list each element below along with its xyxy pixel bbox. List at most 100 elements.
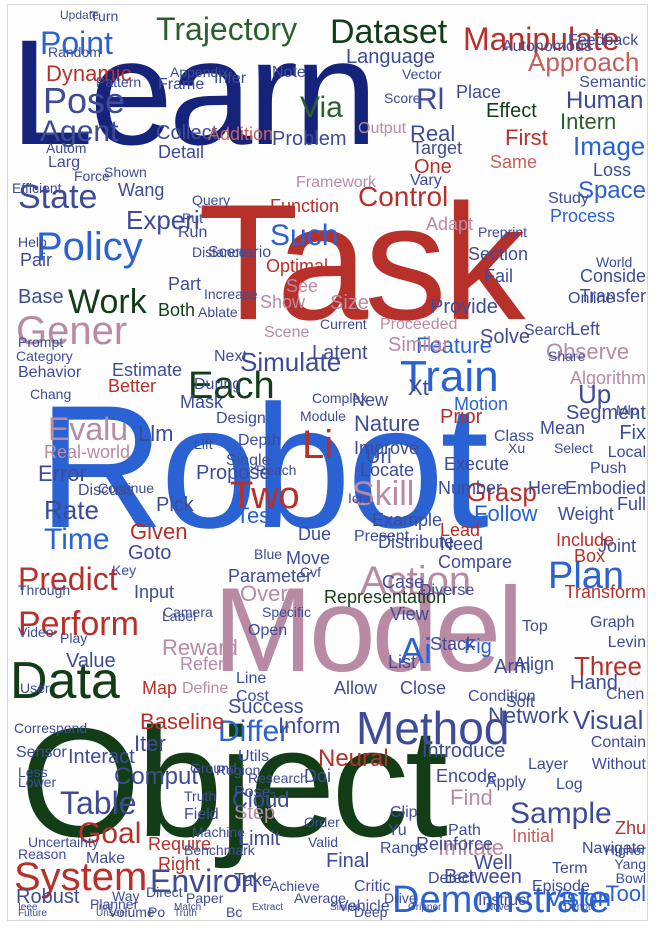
cloud-word: Vary <box>410 172 442 189</box>
cloud-word: Xt <box>408 375 429 400</box>
cloud-word: Reach <box>256 462 297 478</box>
cloud-word: Initial <box>512 826 555 846</box>
cloud-word: Two <box>230 475 300 517</box>
cloud-word: Effect <box>486 100 537 122</box>
cloud-word: Plan <box>548 555 625 597</box>
cloud-word: Simple <box>330 902 361 913</box>
cloud-word: Put <box>182 210 204 226</box>
cloud-word: Graph <box>590 614 635 631</box>
cloud-word: Design <box>216 410 266 427</box>
cloud-word: Close <box>400 678 447 698</box>
cloud-word: Language <box>346 46 435 68</box>
cloud-word: Score <box>384 90 421 106</box>
cloud-word: Local <box>607 444 646 461</box>
cloud-word: Locate <box>360 460 415 480</box>
cloud-word: Policy <box>36 225 143 269</box>
cloud-word: Field <box>184 806 219 823</box>
cloud-word: Take <box>234 870 273 890</box>
cloud-word: Without <box>591 756 646 773</box>
cloud-word: Size <box>330 292 369 314</box>
cloud-word: Arm <box>494 656 531 678</box>
cloud-word: Loss <box>593 160 632 180</box>
cloud-word: Scenario <box>208 244 272 261</box>
cloud-word: Apply <box>486 774 527 791</box>
cloud-word: Search <box>524 322 575 339</box>
cloud-word: Optimal <box>266 256 329 276</box>
cloud-word: Drive <box>384 890 417 906</box>
cloud-word: Force <box>74 168 110 184</box>
cloud-word: Refer <box>180 654 225 674</box>
cloud-word: Base <box>18 286 64 308</box>
cloud-word: Make <box>86 850 126 867</box>
cloud-word: Direct <box>146 884 183 900</box>
cloud-word: Xu <box>508 440 526 456</box>
cloud-word: Category <box>16 348 73 364</box>
cloud-word: Push <box>590 460 627 477</box>
cloud-word: Autom <box>46 140 87 156</box>
cloud-word: Zhu <box>614 818 646 838</box>
cloud-word: Class <box>494 428 535 445</box>
cloud-word: See <box>286 276 319 296</box>
cloud-word: Ai <box>400 630 433 671</box>
cloud-word: Visual <box>573 705 644 735</box>
cloud-word: Learn <box>10 8 378 176</box>
cloud-word: Cvf <box>300 564 321 580</box>
cloud-word: Provide <box>430 296 498 318</box>
cloud-word: Play <box>60 630 88 646</box>
cloud-word: Reward <box>162 635 238 660</box>
cloud-word: State <box>18 178 98 216</box>
cloud-word: Segment <box>565 402 646 424</box>
cloud-word: Correspond <box>14 720 88 736</box>
cloud-word: Behavior <box>18 364 82 381</box>
cloud-word: Truth <box>184 788 217 804</box>
cloud-word: Unseen <box>96 908 131 919</box>
cloud-word: Fig <box>464 636 492 658</box>
cloud-word: Ablate <box>198 304 238 320</box>
cloud-word: Detect <box>428 870 475 887</box>
cloud-word: Vision <box>546 885 611 912</box>
word-cloud-words: Learn Task Robot Model Object Trajectory Datas… <box>8 5 647 920</box>
cloud-word: Run <box>178 224 208 241</box>
cloud-word: Here <box>528 478 568 498</box>
cloud-word: Value <box>66 650 116 672</box>
cloud-word: Pose <box>43 80 126 121</box>
cloud-word: Number <box>438 478 503 498</box>
cloud-word: Top <box>522 618 548 635</box>
cloud-word: Ieee <box>18 902 38 913</box>
cloud-word: Embodied <box>564 478 646 498</box>
cloud-word: Simulate <box>240 347 342 377</box>
cloud-word: Target <box>412 138 463 158</box>
cloud-word: Data <box>10 652 120 710</box>
cloud-word: Environ <box>150 863 259 899</box>
cloud-word: Po <box>148 904 166 920</box>
cloud-word: Box <box>574 546 606 566</box>
cloud-word: Human <box>566 87 644 114</box>
cloud-word: Goal <box>78 817 142 850</box>
cloud-word: Case <box>382 572 425 592</box>
cloud-word: Range <box>380 840 428 857</box>
cloud-word: Similar <box>388 334 450 356</box>
cloud-word: Allow <box>334 678 378 698</box>
cloud-word: Shown <box>104 164 147 180</box>
cloud-word: Grasp <box>466 477 537 507</box>
cloud-word: Prior <box>440 406 483 428</box>
cloud-word: Better <box>108 376 157 396</box>
cloud-word: Action <box>360 559 472 603</box>
cloud-word: Yu <box>388 822 407 839</box>
cloud-word: Sensor <box>16 744 67 761</box>
cloud-word: Chen <box>606 686 645 703</box>
cloud-word: Ground <box>190 760 237 776</box>
cloud-word: Compare <box>438 552 513 572</box>
cloud-word: Extract <box>252 902 284 913</box>
cloud-word: Encode <box>436 766 498 786</box>
cloud-word: Efficient <box>12 180 62 196</box>
cloud-word: Distance <box>192 244 247 260</box>
cloud-word: Paper <box>186 890 224 906</box>
cloud-word: Representation <box>324 587 447 607</box>
cloud-word: Section <box>468 244 529 264</box>
cloud-word: Demonstrate <box>392 879 610 921</box>
cloud-word: Adapt <box>426 214 474 234</box>
cloud-word: Inform <box>278 713 341 738</box>
cloud-word: Baseline <box>140 709 225 734</box>
cloud-word: Higher <box>604 842 646 858</box>
